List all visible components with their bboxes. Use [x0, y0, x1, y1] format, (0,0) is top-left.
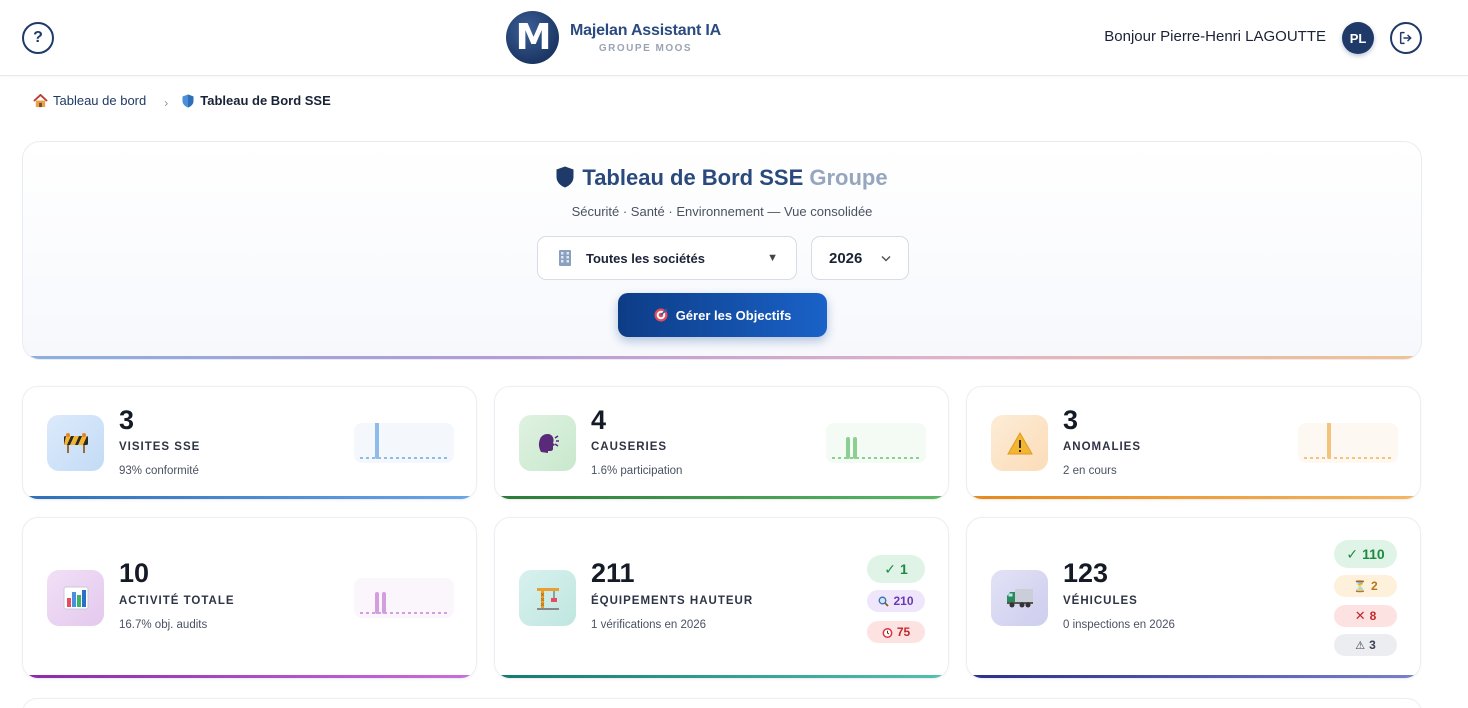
stat-value: 123	[1063, 558, 1109, 588]
stat-value: 211	[591, 558, 635, 588]
status-badge-ko: ✕ 8	[1334, 605, 1397, 627]
stat-value: 10	[119, 558, 150, 588]
manage-objectives-label: Gérer les Objectifs	[675, 307, 792, 323]
stat-subtext: 1.6% participation	[591, 465, 683, 477]
breadcrumb-home-label: Tableau de bord	[53, 93, 147, 108]
target-icon	[654, 308, 668, 322]
page-title: Tableau de Bord SSE Groupe	[23, 165, 1421, 191]
status-badge-warn: ⚠ 3	[1334, 634, 1397, 656]
cross-icon: ✕	[1354, 608, 1366, 623]
stat-value: 3	[1063, 405, 1079, 435]
warning-icon	[991, 415, 1048, 471]
year-select[interactable]: 2026	[811, 236, 909, 280]
bar-chart-icon	[47, 570, 104, 626]
check-icon: ✓	[1346, 545, 1359, 562]
speaking-head-icon	[519, 415, 576, 471]
status-badge-ok: ✓ 110	[1334, 540, 1397, 568]
logout-button[interactable]	[1390, 22, 1422, 54]
stat-subtext: 93% conformité	[119, 465, 199, 477]
status-badge-alarm: 75	[867, 621, 925, 643]
stat-subtext: 2 en cours	[1063, 465, 1117, 477]
card-accent-bar	[23, 675, 476, 678]
shield-icon	[556, 166, 574, 188]
house-icon	[33, 93, 48, 107]
company-select[interactable]: Toutes les sociétés ▼	[537, 236, 797, 280]
sparkline	[354, 422, 454, 463]
brand-name: Majelan Assistant IA	[570, 21, 722, 39]
brand-logo: M	[506, 11, 559, 64]
hero-panel: Tableau de Bord SSE Groupe Sécurité · Sa…	[22, 141, 1422, 360]
status-badge-search: 210	[867, 590, 925, 612]
check-icon: ✓	[884, 560, 896, 577]
next-section-card	[22, 698, 1422, 708]
card-accent-bar	[967, 496, 1420, 499]
hourglass-icon: ⏳	[1353, 580, 1367, 593]
logout-icon	[1399, 31, 1412, 45]
sparkline	[354, 578, 454, 618]
shield-icon	[182, 94, 194, 107]
card-accent-bar	[23, 496, 476, 499]
warning-icon: ⚠	[1355, 639, 1366, 652]
question-icon: ?	[33, 29, 43, 46]
stat-card-vehicules[interactable]: 123 VÉHICULES 0 inspections en 2026 ✓ 11…	[966, 517, 1421, 679]
top-header: ? M Majelan Assistant IA GROUPE MOOS Bon…	[0, 0, 1468, 76]
breadcrumb-home[interactable]: Tableau de bord	[33, 93, 146, 108]
alarm-clock-icon	[882, 627, 893, 638]
stat-card-anomalies[interactable]: 3 ANOMALIES 2 en cours	[966, 386, 1421, 500]
year-select-value: 2026	[829, 249, 863, 267]
stat-label: ANOMALIES	[1063, 441, 1141, 453]
sparkline	[1298, 422, 1398, 463]
chevron-down-icon	[881, 255, 891, 262]
card-accent-bar	[495, 675, 948, 678]
avatar[interactable]: PL	[1342, 22, 1374, 54]
breadcrumb-separator: ›	[164, 95, 169, 110]
building-icon	[559, 250, 571, 266]
breadcrumb: Tableau de bord › Tableau de Bord SSE	[33, 93, 331, 110]
stat-label: CAUSERIES	[591, 441, 668, 453]
crane-icon	[519, 570, 576, 626]
status-badge-ok: ✓ 1	[867, 555, 925, 583]
barrier-icon	[47, 415, 104, 471]
card-accent-bar	[967, 675, 1420, 678]
stat-value: 3	[119, 405, 135, 435]
stat-subtext: 0 inspections en 2026	[1063, 619, 1175, 631]
brand[interactable]: M Majelan Assistant IA GROUPE MOOS	[506, 11, 721, 64]
breadcrumb-current-label: Tableau de Bord SSE	[200, 93, 331, 108]
stat-card-equipements[interactable]: 211 ÉQUIPEMENTS HAUTEUR 1 vérifications …	[494, 517, 949, 679]
stat-label: ÉQUIPEMENTS HAUTEUR	[591, 595, 754, 607]
help-button[interactable]: ?	[22, 22, 54, 54]
truck-icon	[991, 570, 1048, 626]
status-badge-pending: ⏳ 2	[1334, 575, 1397, 597]
stat-card-causeries[interactable]: 4 CAUSERIES 1.6% participation	[494, 386, 949, 500]
brand-subtitle: GROUPE MOOS	[598, 42, 693, 54]
caret-down-icon: ▼	[767, 252, 778, 264]
stat-subtext: 1 vérifications en 2026	[591, 619, 707, 631]
stat-label: ACTIVITÉ TOTALE	[119, 595, 235, 607]
sparkline	[826, 423, 926, 463]
company-select-value: Toutes les sociétés	[586, 250, 705, 266]
breadcrumb-current: Tableau de Bord SSE	[182, 93, 331, 108]
hero-accent-bar	[23, 356, 1421, 359]
manage-objectives-button[interactable]: Gérer les Objectifs	[618, 293, 827, 337]
stat-value: 4	[591, 405, 607, 435]
stat-card-activite[interactable]: 10 ACTIVITÉ TOTALE 16.7% obj. audits	[22, 517, 477, 679]
page-title-main: Tableau de Bord SSE	[582, 165, 804, 190]
stat-subtext: 16.7% obj. audits	[119, 619, 208, 631]
stat-label: VÉHICULES	[1063, 595, 1138, 607]
stat-card-visites[interactable]: 3 VISITES SSE 93% conformité	[22, 386, 477, 500]
page-subtitle: Sécurité · Santé · Environnement — Vue c…	[571, 204, 873, 219]
magnifier-icon	[879, 596, 890, 607]
card-accent-bar	[495, 496, 948, 499]
user-greeting: Bonjour Pierre-Henri LAGOUTTE	[1104, 28, 1326, 45]
stat-label: VISITES SSE	[119, 441, 201, 453]
page-title-muted: Groupe	[809, 165, 888, 190]
